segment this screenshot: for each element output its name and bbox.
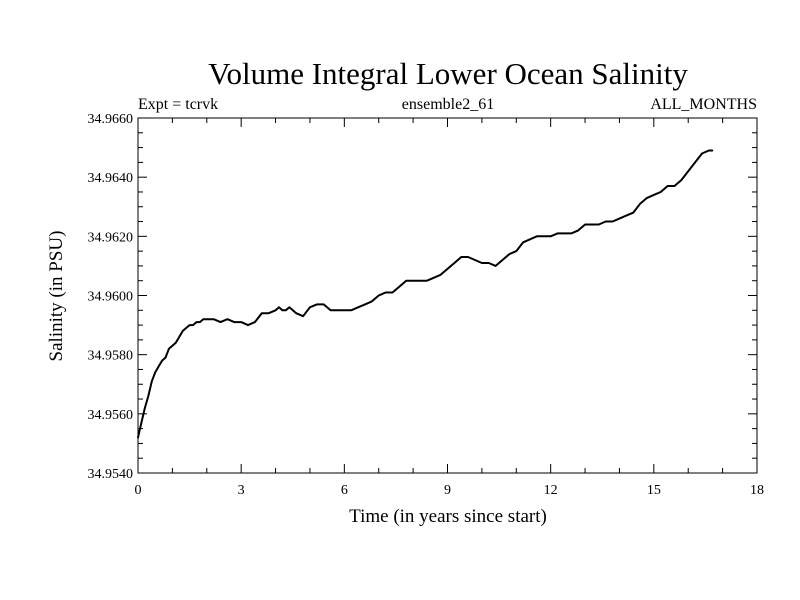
subtitle-center: ensemble2_61 <box>402 96 494 113</box>
y-tick-label: 34.9580 <box>88 349 134 364</box>
chart-title: Volume Integral Lower Ocean Salinity <box>208 56 688 91</box>
x-tick-label: 0 <box>135 483 142 498</box>
x-tick-label: 9 <box>444 483 451 498</box>
y-tick-label: 34.9540 <box>88 467 134 482</box>
salinity-series-line <box>137 149 714 439</box>
subtitle-right: ALL_MONTHS <box>650 96 757 113</box>
y-tick-label: 34.9560 <box>88 408 134 423</box>
y-axis-label: Salinity (in PSU) <box>46 231 67 362</box>
axis-ticks <box>137 117 758 474</box>
x-axis-label: Time (in years since start) <box>349 506 547 527</box>
y-tick-label: 34.9640 <box>88 171 134 186</box>
y-tick-label: 34.9660 <box>88 112 134 127</box>
subtitle-left: Expt = tcrvk <box>138 96 218 113</box>
x-tick-label: 6 <box>341 483 348 498</box>
y-tick-label: 34.9600 <box>88 290 134 305</box>
x-tick-label: 3 <box>238 483 245 498</box>
x-tick-label: 18 <box>750 483 764 498</box>
y-tick-label: 34.9620 <box>88 230 134 245</box>
x-tick-label: 15 <box>647 483 661 498</box>
y-tick-labels: 34.9540 34.9560 34.9580 34.9600 34.9620 34.96… <box>88 112 134 482</box>
x-tick-labels: 0 3 6 9 12 15 18 <box>135 483 765 498</box>
x-tick-label: 12 <box>544 483 558 498</box>
